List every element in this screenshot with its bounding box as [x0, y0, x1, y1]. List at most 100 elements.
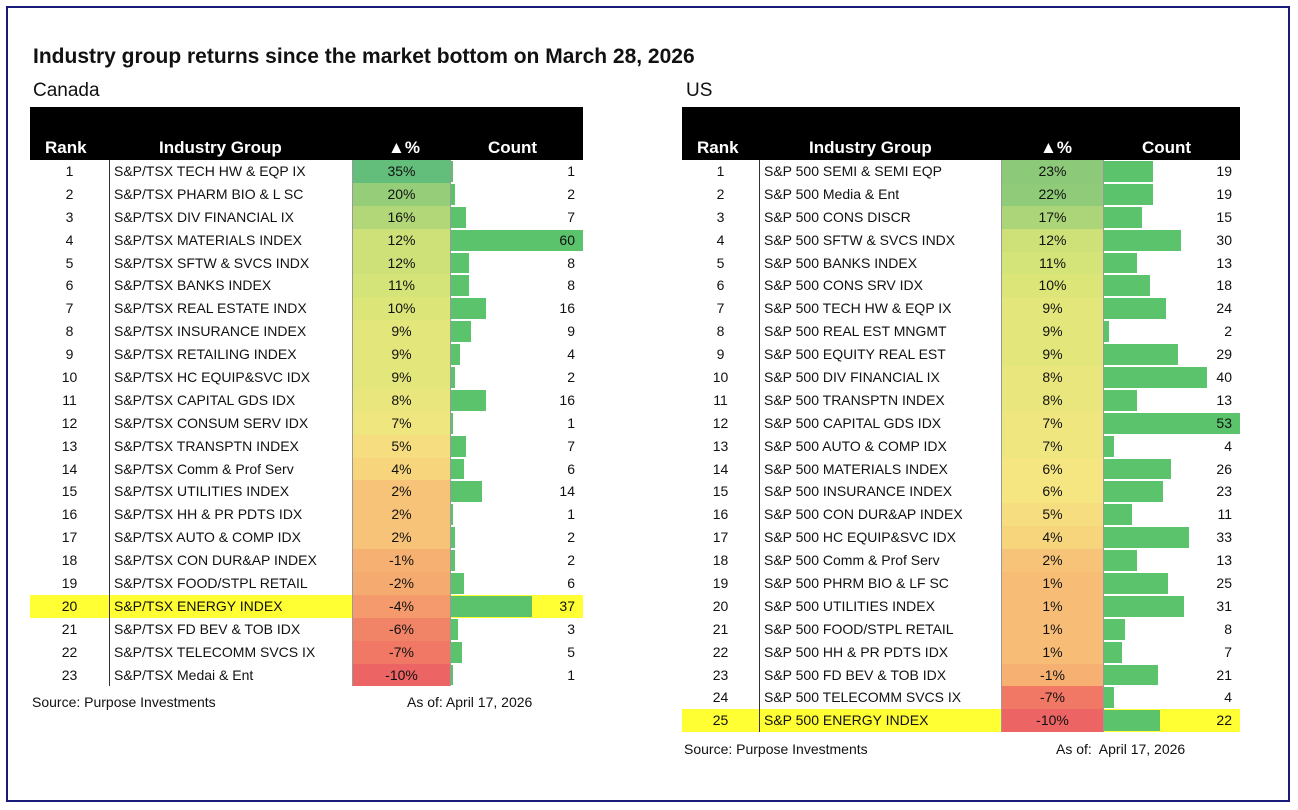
count-bar	[1104, 389, 1138, 411]
rank-cell: 23	[712, 666, 729, 683]
industry-group-cell: S&P 500 TELECOMM SVCS IX	[759, 686, 1001, 710]
col-count-header: Count	[488, 138, 538, 157]
count-bar	[1104, 550, 1138, 572]
canada-source: Source: Purpose Investments	[32, 694, 216, 710]
canada-asof: As of: April 17, 2026	[407, 694, 533, 710]
pct-return-cell: -4%	[352, 594, 451, 618]
us-subtitle: US	[686, 80, 713, 101]
count-value: 37	[559, 597, 575, 614]
industry-group-cell: S&P/TSX MATERIALS INDEX	[109, 228, 352, 252]
industry-group-cell: S&P/TSX SFTW & SVCS INDX	[109, 251, 352, 275]
col-count-header: Count	[1142, 138, 1192, 157]
industry-group-cell: S&P/TSX AUTO & COMP IDX	[109, 526, 352, 550]
rank-cell: 21	[61, 620, 78, 637]
count-bar	[1104, 183, 1153, 205]
pct-return-cell: 2%	[352, 503, 451, 527]
count-bar	[1104, 641, 1122, 663]
pct-return-cell: 22%	[1001, 182, 1104, 206]
industry-group-cell: S&P 500 HC EQUIP&SVC IDX	[759, 526, 1001, 550]
industry-group-cell: S&P/TSX CAPITAL GDS IDX	[109, 388, 352, 412]
count-value: 15	[1216, 208, 1232, 225]
count-bar	[451, 412, 454, 434]
count-value: 16	[559, 391, 575, 408]
count-bar	[1104, 458, 1171, 480]
count-bar	[1104, 206, 1143, 228]
us-table-header: Rank Industry Group ▲% Count	[682, 107, 1240, 160]
count-value: 2	[1224, 323, 1232, 340]
table-row: 2 S&P/TSX PHARM BIO & L SC 20% 2	[30, 182, 583, 206]
table-row: 20 S&P/TSX ENERGY INDEX -4% 37	[30, 594, 583, 618]
count-value: 5	[567, 643, 575, 660]
rank-cell: 22	[712, 643, 729, 660]
count-value: 25	[1216, 575, 1232, 592]
rank-cell: 4	[716, 231, 725, 248]
col-group-header: Industry Group	[159, 138, 282, 157]
pct-return-cell: 9%	[352, 366, 451, 389]
pct-return-cell: -1%	[1001, 663, 1104, 687]
industry-group-cell: S&P/TSX FOOD/STPL RETAIL	[109, 572, 352, 595]
industry-group-cell: S&P/TSX Comm & Prof Serv	[109, 457, 352, 481]
count-bar-cell	[451, 320, 583, 343]
table-row: 21 S&P 500 FOOD/STPL RETAIL 1% 8	[682, 617, 1240, 641]
rank-cell: 13	[712, 437, 729, 454]
rank-cell: 2	[65, 185, 74, 202]
count-bar	[1104, 687, 1115, 709]
count-value: 29	[1216, 346, 1232, 363]
count-bar-cell	[1104, 320, 1240, 343]
industry-group-cell: S&P 500 PHRM BIO & LF SC	[759, 572, 1001, 595]
pct-return-cell: 7%	[1001, 411, 1104, 435]
count-value: 33	[1216, 529, 1232, 546]
count-value: 26	[1216, 460, 1232, 477]
rank-cell: 17	[61, 529, 78, 546]
rank-cell: 16	[61, 506, 78, 523]
table-row: 22 S&P 500 HH & PR PDTS IDX 1% 7	[682, 640, 1240, 664]
count-bar	[451, 641, 462, 663]
rank-cell: 25	[712, 712, 729, 729]
count-bar	[451, 664, 454, 686]
count-value: 19	[1216, 163, 1232, 179]
count-bar-cell	[451, 229, 583, 252]
pct-return-cell: 4%	[352, 457, 451, 481]
industry-group-cell: S&P 500 SFTW & SVCS INDX	[759, 228, 1001, 252]
count-bar	[1104, 710, 1161, 732]
us-table: Rank Industry Group ▲% Count 1 S&P 500 SE…	[682, 107, 1240, 733]
count-bar	[451, 298, 487, 320]
industry-group-cell: S&P 500 REAL EST MNGMT	[759, 320, 1001, 344]
count-bar-cell	[1104, 686, 1240, 709]
pct-return-cell: 1%	[1001, 617, 1104, 641]
industry-group-cell: S&P/TSX TECH HW & EQP IX	[109, 160, 352, 183]
count-value: 11	[1217, 506, 1232, 523]
table-row: 17 S&P 500 HC EQUIP&SVC IDX 4% 33	[682, 526, 1240, 550]
count-value: 16	[559, 300, 575, 317]
count-bar-cell	[451, 206, 583, 229]
pct-return-cell: 1%	[1001, 640, 1104, 664]
pct-return-cell: 35%	[352, 160, 451, 183]
count-bar-cell	[1104, 343, 1240, 366]
rank-cell: 13	[61, 437, 78, 454]
count-value: 1	[567, 666, 575, 683]
count-bar-cell	[451, 435, 583, 458]
table-row: 19 S&P 500 PHRM BIO & LF SC 1% 25	[682, 572, 1240, 595]
industry-group-cell: S&P 500 HH & PR PDTS IDX	[759, 640, 1001, 664]
industry-group-cell: S&P/TSX REAL ESTATE INDX	[109, 297, 352, 321]
table-row: 8 S&P/TSX INSURANCE INDEX 9% 9	[30, 320, 583, 344]
rank-cell: 14	[61, 460, 78, 477]
count-value: 31	[1216, 597, 1232, 614]
rank-cell: 2	[716, 185, 725, 202]
table-row: 18 S&P 500 Comm & Prof Serv 2% 13	[682, 549, 1240, 573]
count-bar	[1104, 481, 1164, 503]
industry-group-cell: S&P 500 CON DUR&AP INDEX	[759, 503, 1001, 527]
pct-return-cell: 20%	[352, 182, 451, 206]
count-bar	[1104, 161, 1153, 182]
count-value: 8	[567, 277, 575, 294]
count-bar	[1104, 664, 1158, 686]
table-row: 21 S&P/TSX FD BEV & TOB IDX -6% 3	[30, 617, 583, 641]
canada-table-body: 1 S&P/TSX TECH HW & EQP IX 35% 1 2 S&P/TSX PH…	[30, 160, 583, 687]
count-value: 23	[1216, 483, 1232, 500]
pct-return-cell: 9%	[352, 320, 451, 344]
table-row: 23 S&P/TSX Medai & Ent -10% 1	[30, 663, 583, 687]
pct-return-cell: 9%	[1001, 297, 1104, 321]
count-bar	[1104, 367, 1207, 388]
count-value: 21	[1216, 666, 1232, 683]
count-bar	[451, 481, 482, 503]
